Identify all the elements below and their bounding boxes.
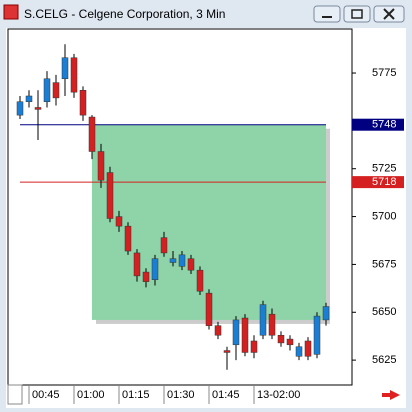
candle-body (142, 271, 150, 282)
candle-body (97, 151, 105, 181)
candle-body (295, 346, 303, 357)
y-tick-label: 5775 (372, 67, 396, 79)
candle-body (286, 338, 294, 346)
candle-body (214, 325, 222, 336)
x-tick-label: 01:15 (122, 389, 150, 401)
candle-body (223, 350, 231, 353)
app-icon (3, 4, 19, 20)
price-label-box (352, 176, 404, 189)
plot: 5625 5650 5675 5700 5725 5775 5748 5718 00:45 01:… (16, 44, 404, 404)
maximize-button[interactable] (343, 5, 371, 23)
window-buttons[interactable] (313, 5, 405, 23)
x-tick-label: 01:30 (167, 389, 195, 401)
candle-body (25, 95, 33, 102)
candle-body (124, 225, 132, 252)
candle-body (151, 258, 159, 280)
candle-body (241, 317, 249, 353)
candle-body (169, 258, 177, 263)
candle-body (106, 172, 114, 219)
candle-body (43, 78, 51, 102)
price-label: 5718 (372, 176, 396, 188)
minimize-button[interactable] (313, 5, 341, 23)
candle-body (322, 306, 330, 321)
candle-body (115, 216, 123, 227)
price-label-box (352, 118, 404, 131)
candle-body (34, 107, 42, 110)
icon (383, 8, 395, 20)
zone (92, 124, 326, 320)
candle-body (277, 334, 285, 344)
x-tick-label: 13-02:00 (257, 389, 300, 401)
candle-body (178, 254, 186, 267)
y-tick-label: 5725 (372, 163, 396, 175)
candle-body (304, 340, 312, 357)
x-tick-label: 01:00 (77, 389, 105, 401)
x-tick-label: 00:45 (32, 389, 60, 401)
candle-body (196, 269, 204, 292)
candle-body (268, 313, 276, 336)
x-tick-label: 01:45 (212, 389, 240, 401)
candle-body (160, 237, 168, 254)
candle-body (52, 82, 60, 99)
window-title: S.CELG - Celgene Corporation, 3 Min (24, 7, 225, 21)
corner-box (7, 384, 23, 405)
icon (351, 9, 363, 19)
scroll-arrow[interactable] (382, 390, 400, 400)
y-tick-label: 5700 (372, 210, 396, 222)
candle-body (79, 89, 87, 116)
y-tick-label: 5675 (372, 258, 396, 270)
candle-body (205, 292, 213, 326)
candle-body (313, 315, 321, 355)
price-label: 5748 (372, 119, 396, 131)
candle-body (70, 57, 78, 93)
candle-body (250, 340, 258, 353)
candle-body (88, 116, 96, 152)
candle-body (133, 252, 141, 277)
candle-body (259, 304, 267, 336)
candle-body (187, 258, 195, 271)
y-tick-label: 5625 (372, 354, 396, 366)
candle-body (232, 319, 240, 346)
candle-body (61, 57, 69, 80)
candle-body (16, 101, 24, 116)
y-tick-label: 5650 (372, 306, 396, 318)
